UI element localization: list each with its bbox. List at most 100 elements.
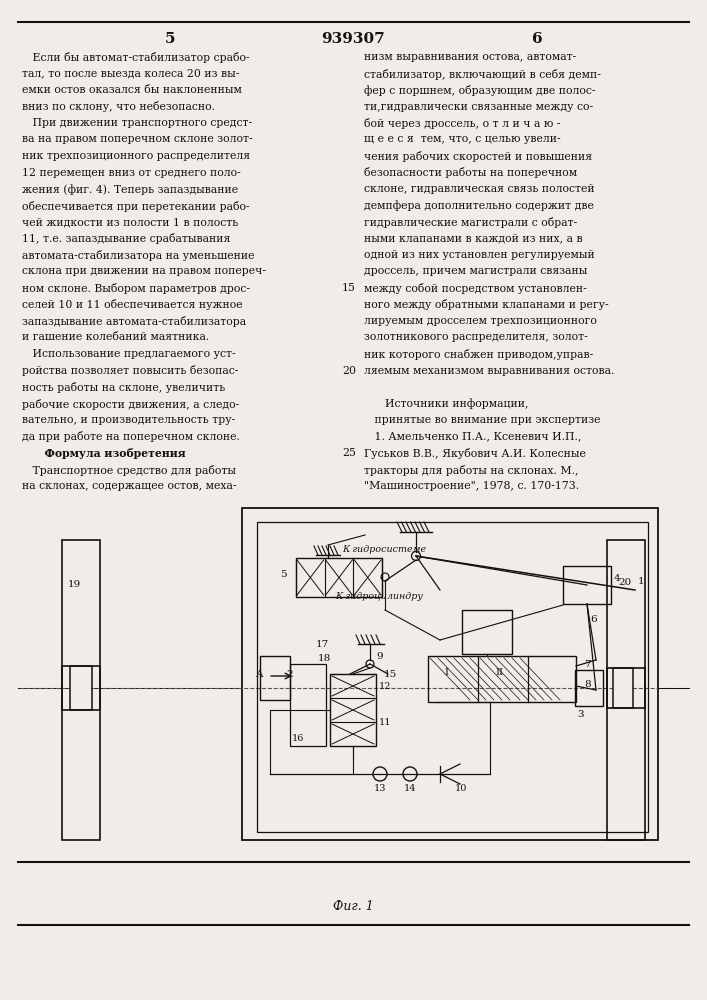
Text: Формула изобретения: Формула изобретения	[22, 448, 186, 459]
Text: ти,гидравлически связанные между со-: ти,гидравлически связанные между со-	[364, 102, 593, 111]
Bar	[62, 540, 100, 840]
Text: между собой посредством установлен-: между собой посредством установлен-	[364, 283, 587, 294]
Bar	[330, 674, 376, 746]
Text: 1. Амельченко П.А., Ксеневич И.П.,: 1. Амельченко П.А., Ксеневич И.П.,	[364, 432, 581, 442]
Text: 13: 13	[374, 784, 387, 793]
Text: 11, т.е. запаздывание срабатывания: 11, т.е. запаздывание срабатывания	[22, 233, 230, 244]
Text: I: I	[444, 668, 448, 677]
Bar	[575, 670, 603, 706]
Text: ляемым механизмом выравнивания остова.: ляемым механизмом выравнивания остова.	[364, 365, 614, 375]
Text: II: II	[495, 668, 503, 677]
Text: 15: 15	[384, 670, 397, 679]
Text: низм выравнивания остова, автомат-: низм выравнивания остова, автомат-	[364, 52, 576, 62]
Text: стабилизатор, включающий в себя демп-: стабилизатор, включающий в себя демп-	[364, 68, 601, 80]
Text: запаздывание автомата-стабилизатора: запаздывание автомата-стабилизатора	[22, 316, 246, 327]
Text: фер с поршнем, образующим две полос-: фер с поршнем, образующим две полос-	[364, 85, 595, 96]
Text: вательно, и производительность тру-: вательно, и производительность тру-	[22, 415, 235, 425]
Text: 5: 5	[165, 32, 175, 46]
Text: автомата-стабилизатора на уменьшение: автомата-стабилизатора на уменьшение	[22, 250, 255, 261]
Text: ройства позволяет повысить безопас-: ройства позволяет повысить безопас-	[22, 365, 238, 376]
Text: щ е е с я  тем, что, с целью увели-: щ е е с я тем, что, с целью увели-	[364, 134, 561, 144]
Text: золотникового распределителя, золот-: золотникового распределителя, золот-	[364, 332, 588, 342]
Text: жения (фиг. 4). Теперь запаздывание: жения (фиг. 4). Теперь запаздывание	[22, 184, 238, 195]
Text: 17: 17	[316, 640, 329, 649]
Text: емки остов оказался бы наклоненным: емки остов оказался бы наклоненным	[22, 85, 242, 95]
Text: ник трехпозиционного распределителя: ник трехпозиционного распределителя	[22, 151, 250, 161]
Text: 12 перемещен вниз от среднего поло-: 12 перемещен вниз от среднего поло-	[22, 167, 241, 178]
Bar	[62, 666, 100, 710]
Text: 18: 18	[318, 654, 332, 663]
Text: ными клапанами в каждой из них, а в: ными клапанами в каждой из них, а в	[364, 233, 583, 243]
Text: одной из них установлен регулируемый: одной из них установлен регулируемый	[364, 250, 595, 260]
Text: 6: 6	[590, 615, 597, 624]
Text: Использование предлагаемого уст-: Использование предлагаемого уст-	[22, 349, 235, 359]
Bar	[613, 668, 633, 708]
Text: чения рабочих скоростей и повышения: чения рабочих скоростей и повышения	[364, 151, 592, 162]
Bar	[70, 666, 92, 710]
Text: ного между обратными клапанами и регу-: ного между обратными клапанами и регу-	[364, 300, 609, 310]
Text: 1: 1	[638, 577, 645, 586]
Bar	[242, 508, 658, 840]
Text: A: A	[255, 670, 262, 679]
Text: дроссель, причем магистрали связаны: дроссель, причем магистрали связаны	[364, 266, 588, 276]
Text: 25: 25	[342, 448, 356, 458]
Text: 3: 3	[577, 710, 583, 719]
Text: 12: 12	[379, 682, 392, 691]
Text: 4: 4	[614, 574, 621, 583]
Text: 16: 16	[292, 734, 305, 743]
Text: Гуськов В.В., Якубович А.И. Колесные: Гуськов В.В., Якубович А.И. Колесные	[364, 448, 586, 459]
Text: 5: 5	[280, 570, 286, 579]
Text: ник которого снабжен приводом,управ-: ник которого снабжен приводом,управ-	[364, 349, 593, 360]
Text: бой через дроссель, о т л и ч а ю -: бой через дроссель, о т л и ч а ю -	[364, 118, 561, 129]
Text: Фиг. 1: Фиг. 1	[332, 900, 373, 913]
Text: 2: 2	[286, 670, 293, 679]
Bar	[260, 656, 290, 700]
Text: склоне, гидравлическая связь полостей: склоне, гидравлическая связь полостей	[364, 184, 595, 194]
Bar	[607, 668, 645, 708]
Text: При движении транспортного средст-: При движении транспортного средст-	[22, 118, 252, 128]
Text: безопасности работы на поперечном: безопасности работы на поперечном	[364, 167, 577, 178]
Text: гидравлические магистрали с обрат-: гидравлические магистрали с обрат-	[364, 217, 577, 228]
Text: ном склоне. Выбором параметров дрос-: ном склоне. Выбором параметров дрос-	[22, 283, 250, 294]
Text: Если бы автомат-стабилизатор срабо-: Если бы автомат-стабилизатор срабо-	[22, 52, 250, 63]
Text: 15: 15	[342, 283, 356, 293]
Bar	[296, 558, 382, 597]
Text: 10: 10	[455, 784, 467, 793]
Text: К гидроцилиндру: К гидроцилиндру	[335, 592, 423, 601]
Bar	[428, 656, 576, 702]
Text: Транспортное средство для работы: Транспортное средство для работы	[22, 464, 236, 476]
Text: на склонах, содержащее остов, меха-: на склонах, содержащее остов, меха-	[22, 481, 237, 491]
Text: 14: 14	[404, 784, 416, 793]
Text: склона при движении на правом попереч-: склона при движении на правом попереч-	[22, 266, 266, 276]
Bar	[257, 522, 648, 832]
Bar	[290, 664, 326, 746]
Text: 20: 20	[618, 578, 631, 587]
Text: тал, то после выезда колеса 20 из вы-: тал, то после выезда колеса 20 из вы-	[22, 68, 240, 79]
Text: рабочие скорости движения, а следо-: рабочие скорости движения, а следо-	[22, 398, 239, 410]
Text: и гашение колебаний маятника.: и гашение колебаний маятника.	[22, 332, 209, 342]
Text: вниз по склону, что небезопасно.: вниз по склону, что небезопасно.	[22, 102, 215, 112]
Text: 19: 19	[68, 580, 81, 589]
Text: принятые во внимание при экспертизе: принятые во внимание при экспертизе	[364, 415, 600, 425]
Text: 8: 8	[584, 680, 590, 689]
Text: К гидросистеме: К гидросистеме	[342, 545, 426, 554]
Bar	[563, 566, 611, 604]
Text: 20: 20	[342, 365, 356, 375]
Text: Источники информации,: Источники информации,	[364, 398, 529, 409]
Text: демпфера дополнительно содержит две: демпфера дополнительно содержит две	[364, 200, 594, 211]
Text: тракторы для работы на склонах. М.,: тракторы для работы на склонах. М.,	[364, 464, 578, 476]
Text: лируемым дросселем трехпозиционного: лируемым дросселем трехпозиционного	[364, 316, 597, 326]
Text: 939307: 939307	[321, 32, 385, 46]
Text: "Машиностроение", 1978, с. 170-173.: "Машиностроение", 1978, с. 170-173.	[364, 481, 579, 491]
Text: обеспечивается при перетекании рабо-: обеспечивается при перетекании рабо-	[22, 200, 250, 212]
Bar	[462, 610, 512, 654]
Text: 11: 11	[379, 718, 392, 727]
Text: селей 10 и 11 обеспечивается нужное: селей 10 и 11 обеспечивается нужное	[22, 300, 243, 310]
Text: 9: 9	[376, 652, 382, 661]
Bar	[607, 540, 645, 840]
Text: 7: 7	[584, 660, 590, 669]
Text: чей жидкости из полости 1 в полость: чей жидкости из полости 1 в полость	[22, 217, 238, 227]
Text: да при работе на поперечном склоне.: да при работе на поперечном склоне.	[22, 432, 240, 442]
Text: ва на правом поперечном склоне золот-: ва на правом поперечном склоне золот-	[22, 134, 252, 144]
Text: ность работы на склоне, увеличить: ность работы на склоне, увеличить	[22, 382, 226, 393]
